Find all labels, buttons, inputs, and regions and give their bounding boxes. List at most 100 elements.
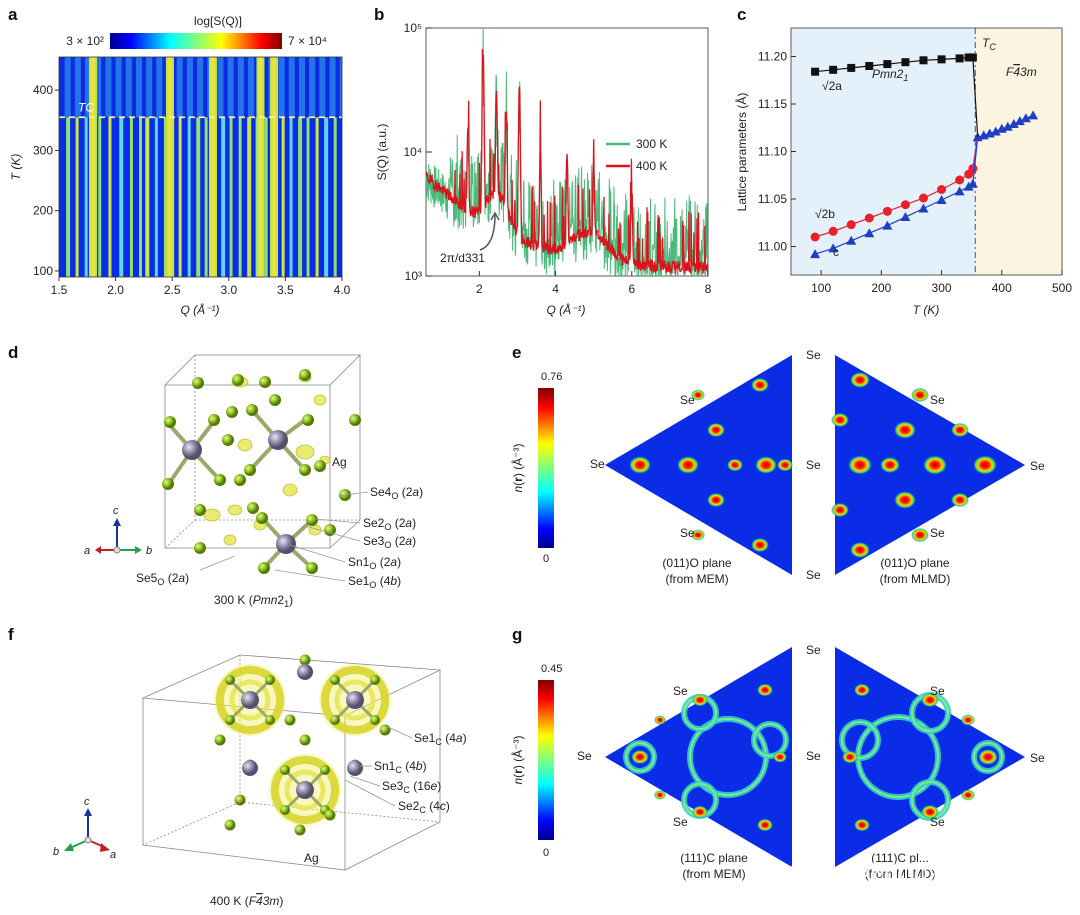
heatmap-line-lowT — [178, 117, 182, 277]
density-peak — [894, 421, 916, 439]
atom-se — [246, 404, 258, 416]
svg-text:c: c — [113, 505, 119, 517]
marker-circle — [846, 220, 856, 230]
marker-square — [964, 53, 973, 62]
phase-low-label: Pmn21 — [872, 67, 908, 83]
density-peak — [677, 456, 699, 474]
atom-se — [379, 724, 391, 736]
heatmap-line-lowT — [281, 117, 285, 277]
density-isosurface — [223, 534, 237, 546]
density-peak — [854, 818, 870, 832]
ytick-a: 100 — [33, 264, 53, 278]
density-peak — [831, 412, 849, 428]
density-triangle — [605, 647, 792, 867]
atom-se — [306, 562, 318, 574]
heatmap-line-lowT — [289, 117, 293, 277]
label-se-g: Se — [673, 815, 688, 829]
heatmap-lines — [64, 57, 342, 277]
heatmap-band — [298, 57, 305, 118]
panel-e-density: 0.76 0 n(r) (Å⁻³) Se Se Se Se Se Se Se Se Se (011… — [510, 348, 1045, 586]
atom-sn — [241, 691, 259, 709]
cbar-e-label: n(r) (Å⁻³) — [510, 443, 525, 492]
series-400K — [426, 48, 708, 275]
atom-se — [299, 654, 311, 666]
leader-lines-d — [199, 491, 369, 582]
marker-square — [901, 58, 910, 67]
atom-se — [194, 542, 206, 554]
atom-se — [225, 715, 235, 725]
marker-square — [829, 65, 838, 74]
heatmap-line-lowT — [221, 117, 226, 277]
panel-label-e: e — [512, 343, 521, 362]
xlabel-c: T (K) — [913, 303, 940, 317]
atom-se — [324, 524, 336, 536]
atom-sn — [347, 760, 363, 776]
density-isosurface — [227, 504, 243, 516]
marker-circle — [955, 175, 965, 185]
atom-sn — [276, 534, 296, 554]
caption-e-right-1: (011)O plane — [880, 556, 949, 570]
heatmap-band — [319, 57, 326, 118]
phase-high-label: F43m — [1006, 65, 1037, 79]
density-cage-inner — [334, 679, 376, 721]
density-peak — [911, 387, 929, 403]
density-isosurface — [203, 508, 221, 522]
marker-triangle — [882, 220, 893, 230]
marker-square — [811, 67, 820, 76]
density-peak — [854, 683, 870, 697]
density-peak — [831, 502, 849, 518]
heatmap-line-lowT — [298, 117, 303, 277]
atom-se — [214, 734, 226, 746]
marker-square — [919, 56, 928, 65]
density-peak — [692, 693, 708, 707]
density-cage-ring — [216, 666, 284, 734]
ytick-c: 11.05 — [758, 192, 787, 206]
xtick-c: 500 — [1052, 281, 1072, 295]
caption-g-left-1: (111)C plane — [680, 851, 748, 865]
heatmap-band — [217, 57, 224, 118]
marker-triangle — [810, 249, 821, 259]
panel-f-structure: c b a Se1C (4a) Sn1C (4b) Se3C (16e) Se2… — [53, 654, 467, 908]
marker-square — [847, 63, 856, 72]
legend-b: 300 K 400 K — [606, 137, 667, 173]
xtick-a: 1.5 — [51, 283, 68, 297]
colorbar-a-max: 7 × 10⁴ — [288, 34, 327, 48]
xtick-b: 4 — [552, 282, 559, 296]
heatmap-line-lowT — [98, 117, 102, 277]
density-peak — [654, 715, 666, 725]
heatmap-line-lowT — [264, 117, 268, 277]
cbar-g-max: 0.45 — [541, 663, 562, 675]
density-peak — [850, 372, 870, 388]
atom-se — [226, 406, 238, 418]
leader-lines-f — [344, 726, 413, 807]
ylabel-b: S(Q) (a.u.) — [375, 124, 389, 181]
atom-se — [294, 824, 306, 836]
panel-b-sq-plot: 2 4 6 8 10³ 10⁴ 10⁵ 300 K 400 K 2π/d331 Q (Å⁻¹… — [375, 21, 712, 317]
atom-se — [192, 377, 204, 389]
label-sn1c: Sn1C (4b) — [374, 759, 427, 775]
label-ag-f: Ag — [304, 851, 319, 865]
heatmap-line-lowT — [108, 117, 112, 277]
caption-g-left-2: (from MEM) — [682, 867, 745, 881]
atom-se — [299, 734, 311, 746]
marker-square — [883, 60, 892, 69]
heatmap-band — [288, 57, 295, 118]
heatmap-line-lowT — [119, 117, 124, 277]
density-peak — [691, 389, 705, 401]
label-se3c: Se3C (16e) — [382, 779, 441, 795]
atom-se — [194, 504, 206, 516]
label-c: c — [833, 245, 839, 259]
density-peak — [631, 749, 649, 765]
label-se-g: Se — [930, 684, 945, 698]
marker-triangle — [1028, 110, 1039, 120]
panel-d-structure: c a b Ag Se4O (2a) Se2O (2a) Se3O (2a) S… — [84, 354, 423, 609]
heatmap-line-lowT — [145, 117, 150, 277]
xtick-a: 3.5 — [277, 283, 294, 297]
svg-text:b: b — [146, 545, 152, 557]
cbar-e-min: 0 — [543, 553, 549, 565]
lattice-series — [810, 53, 1039, 259]
heatmap-band — [186, 57, 193, 118]
caption-g-right-1: (111)C pl... — [871, 851, 929, 865]
label-se-g: Se — [930, 815, 945, 829]
density-peak — [777, 458, 793, 472]
